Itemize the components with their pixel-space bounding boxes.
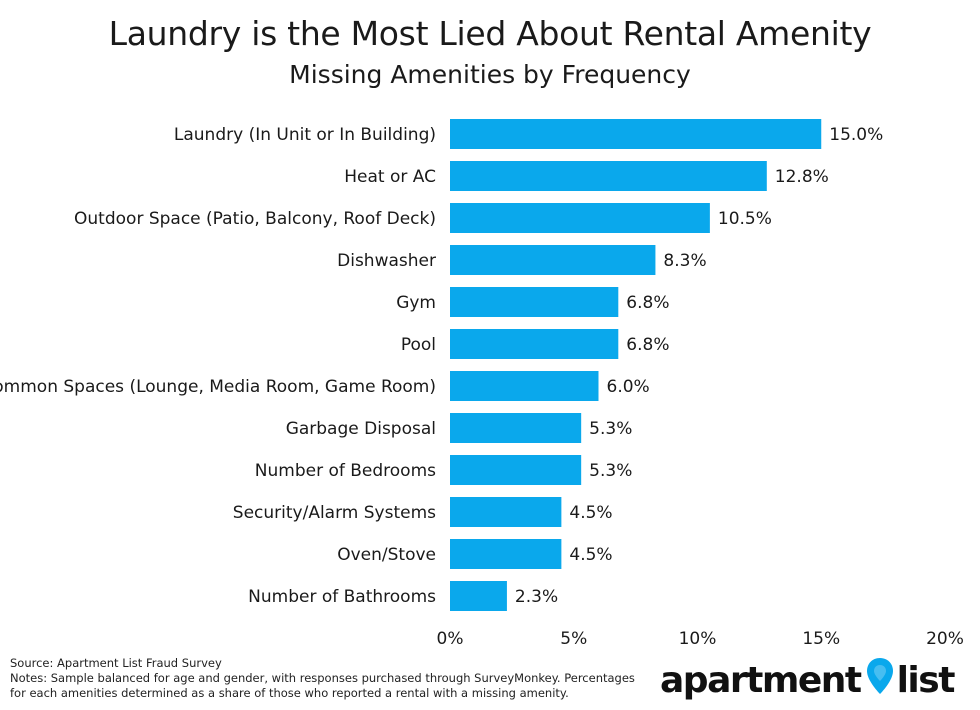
category-label: Garbage Disposal [286,419,436,439]
bar [450,371,599,401]
value-label: 4.5% [569,503,612,523]
bar [450,161,767,191]
x-tick-label: 10% [679,629,717,649]
category-label: Heat or AC [344,167,436,187]
category-label: Pool [401,335,436,355]
bar [450,455,582,485]
value-label: 2.3% [515,587,558,607]
source-note: Source: Apartment List Fraud Survey [10,656,222,670]
category-label: Gym [396,293,436,313]
chart-title: Laundry is the Most Lied About Rental Am… [108,14,872,53]
category-label: Laundry (In Unit or In Building) [174,125,436,145]
bar [450,497,562,527]
value-label: 4.5% [569,545,612,565]
value-label: 12.8% [775,167,829,187]
logo-word-list: list [896,659,956,701]
logo-word-apartment: apartment [660,659,862,701]
category-label: Dishwasher [337,251,436,271]
notes-text: Notes: Sample balanced for age and gende… [10,671,635,700]
value-label: 10.5% [718,209,772,229]
value-label: 5.3% [589,461,632,481]
bar [450,413,582,443]
category-label: Number of Bedrooms [255,461,436,481]
bar [450,329,619,359]
bar [450,203,710,233]
value-label: 8.3% [663,251,706,271]
x-tick-label: 15% [802,629,840,649]
x-tick-label: 0% [437,629,464,649]
category-label: Common Spaces (Lounge, Media Room, Game … [0,377,436,397]
chart-subtitle: Missing Amenities by Frequency [289,60,691,89]
bar [450,119,822,149]
chart-footer: Source: Apartment List Fraud Survey Note… [10,656,650,701]
category-label: Security/Alarm Systems [233,503,436,523]
x-tick-label: 20% [926,629,964,649]
value-label: 5.3% [589,419,632,439]
category-label: Number of Bathrooms [248,587,436,607]
category-label: Outdoor Space (Patio, Balcony, Roof Deck… [74,209,436,229]
apartment-list-logo: apartment list [660,656,956,705]
bar [450,245,656,275]
bar [450,581,507,611]
bar-chart: Laundry (In Unit or In Building) 15.0% Hea… [0,119,964,649]
value-label: 6.8% [626,335,669,355]
category-label: Oven/Stove [337,545,436,565]
bar [450,287,619,317]
value-label: 15.0% [829,125,883,145]
value-label: 6.0% [607,377,650,397]
bar [450,539,562,569]
map-pin-icon [865,656,895,705]
value-label: 6.8% [626,293,669,313]
x-tick-label: 5% [560,629,587,649]
